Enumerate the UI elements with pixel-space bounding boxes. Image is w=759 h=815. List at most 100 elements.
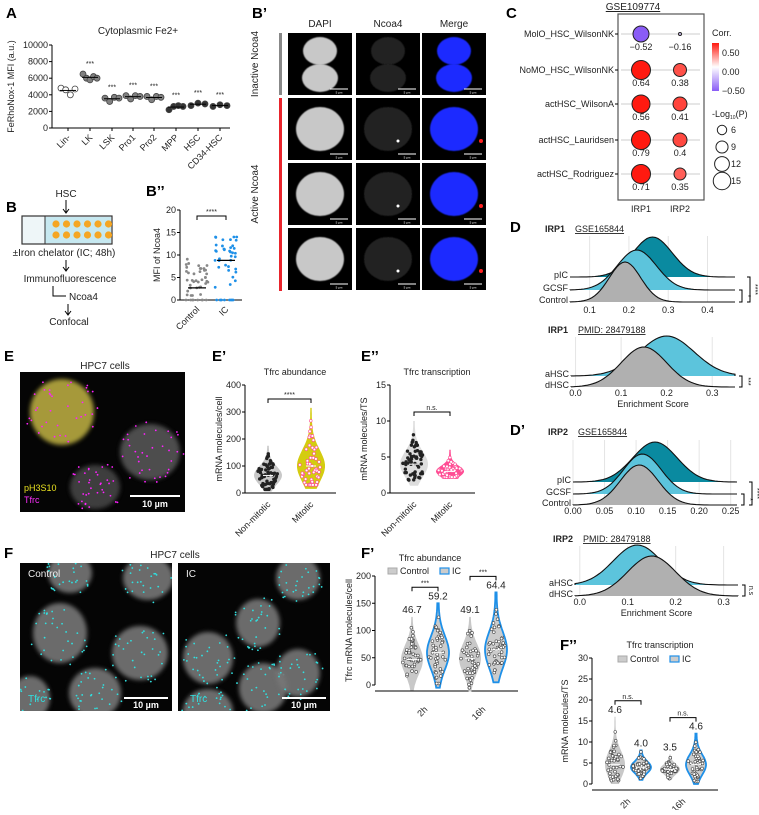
- correlation-value: 0.41: [671, 112, 689, 122]
- mrna-spot: [305, 690, 308, 692]
- x-tick-label: 16h: [670, 796, 688, 810]
- nucleus: [364, 172, 412, 216]
- nucleus: [364, 107, 412, 151]
- mrna-spot: [106, 463, 109, 466]
- data-point: [409, 460, 413, 464]
- y-tick-label: 0: [366, 680, 371, 690]
- mrna-spot: [121, 569, 124, 572]
- y-axis-label: MFI of Ncoa4: [152, 228, 162, 282]
- data-point: [214, 235, 218, 239]
- data-point: [693, 744, 697, 748]
- mrna-spot: [298, 666, 300, 669]
- dataset-label: GSE165844: [578, 427, 627, 437]
- row-label: MolO_HSC_WilsonNK: [524, 29, 614, 39]
- ncoa4-puncta: [396, 204, 400, 208]
- ncoa4-puncta: [396, 139, 400, 143]
- mrna-spot: [149, 587, 152, 589]
- mrna-spot: [201, 654, 203, 657]
- data-point: [492, 630, 496, 634]
- mrna-spot: [286, 589, 288, 591]
- data-point: [414, 670, 418, 674]
- mrna-spot: [250, 689, 253, 692]
- size-legend-title: -Log10(P): [712, 109, 748, 121]
- column-header-ncoa4: Ncoa4: [374, 19, 403, 30]
- mrna-spot: [277, 693, 280, 696]
- density-fill: [570, 262, 735, 302]
- data-point: [476, 662, 480, 666]
- x-tick-label: 0.25: [722, 506, 740, 516]
- mrna-spot: [80, 681, 83, 683]
- mrna-spot: [283, 595, 286, 598]
- mrna-spot: [48, 688, 50, 691]
- mrna-spot: [170, 577, 172, 579]
- column-label: IRP2: [670, 204, 690, 214]
- condition-label-control: Control: [28, 569, 60, 580]
- y-tick-label: 0: [381, 488, 386, 498]
- data-point: [438, 472, 442, 477]
- y-axis-label: mRNA molecules/TS: [560, 679, 570, 762]
- x-tick-label: 0.1: [583, 305, 596, 315]
- scale-bar-label: 5 µm: [336, 221, 343, 225]
- mrna-spot: [43, 609, 46, 612]
- cell: [183, 689, 233, 711]
- mrna-spot: [71, 642, 73, 645]
- data-point: [265, 479, 269, 483]
- mrna-spot: [53, 574, 55, 577]
- data-point: [317, 460, 321, 464]
- data-point: [449, 468, 453, 472]
- significance-label: ***: [86, 61, 94, 68]
- cell: [120, 424, 180, 480]
- mrna-spot: [236, 682, 238, 684]
- data-point: [184, 263, 188, 266]
- mrna-spot: [138, 557, 140, 559]
- data-point: [271, 485, 275, 490]
- density-outline: [570, 335, 736, 377]
- mrna-spot: [181, 709, 184, 711]
- x-axis-label: Enrichment Score: [617, 399, 689, 409]
- data-point: [412, 454, 416, 458]
- mrna-spot: [203, 695, 206, 698]
- mrna-spot: [76, 579, 78, 582]
- panel-label-f: F: [4, 545, 13, 562]
- mrna-spot: [159, 651, 162, 653]
- nucleus: [430, 237, 478, 281]
- mrna-spot: [75, 694, 78, 697]
- significance-bracket: [614, 700, 642, 705]
- data-point: [690, 767, 695, 771]
- x-tick-label: IC: [217, 304, 231, 318]
- density-outline: [572, 441, 738, 483]
- data-point: [194, 99, 202, 107]
- data-point: [261, 481, 265, 486]
- mrna-spot: [130, 639, 132, 642]
- data-point: [694, 750, 698, 754]
- data-point: [491, 642, 495, 646]
- panel-label-a: A: [6, 5, 17, 22]
- data-point: [499, 636, 504, 641]
- data-point: [224, 263, 227, 267]
- mrna-spot: [81, 650, 84, 653]
- gene-label: IRP2: [553, 534, 573, 544]
- data-point: [302, 480, 307, 485]
- mrna-spot: [112, 480, 115, 482]
- mrna-spot: [126, 433, 129, 436]
- y-tick-label: 2000: [28, 106, 48, 116]
- mrna-spot: [53, 576, 56, 579]
- group-label: pIC: [554, 270, 569, 280]
- mrna-spot: [42, 381, 44, 384]
- mrna-spot: [38, 690, 41, 692]
- mrna-spot: [198, 692, 200, 695]
- y-tick-label: 6000: [28, 73, 48, 83]
- significance-bracket: [413, 411, 451, 416]
- size-legend-circle: [712, 171, 732, 191]
- mrna-spot: [96, 473, 99, 476]
- mrna-spot: [192, 668, 195, 671]
- data-point: [638, 776, 643, 781]
- dataset-label: PMID: 28479188: [578, 325, 646, 335]
- scale-bar-label: 5 µm: [404, 91, 411, 95]
- mrna-spot: [219, 698, 222, 701]
- mrna-spot: [151, 446, 154, 449]
- mrna-spot: [14, 693, 16, 695]
- mrna-spot: [249, 619, 252, 622]
- data-point: [196, 280, 200, 284]
